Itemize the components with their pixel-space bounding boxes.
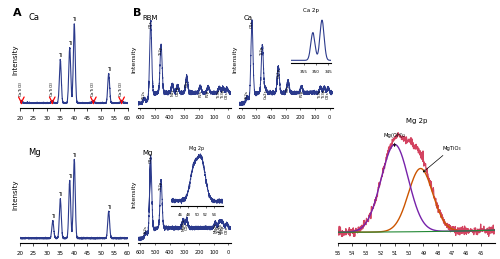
Text: P2p: P2p	[300, 90, 304, 97]
Text: N1s: N1s	[170, 88, 174, 96]
Y-axis label: Intensity: Intensity	[232, 46, 237, 73]
Text: Ti: Ti	[68, 41, 72, 46]
Text: Ti: Ti	[68, 174, 72, 179]
Text: Ti3s: Ti3s	[318, 90, 322, 98]
Text: MgKLL: MgKLL	[181, 218, 185, 231]
Y-axis label: Intensity: Intensity	[131, 181, 136, 208]
Text: Mg(OH)₂: Mg(OH)₂	[384, 133, 406, 146]
Text: CaTiO$_3$: CaTiO$_3$	[18, 81, 25, 97]
Text: Ti: Ti	[106, 67, 111, 72]
Text: O1s: O1s	[148, 20, 152, 28]
Text: Ti2s: Ti2s	[142, 91, 146, 99]
Text: Ti: Ti	[106, 205, 111, 210]
Text: Ti2p: Ti2p	[159, 47, 163, 55]
Text: O2s: O2s	[326, 92, 330, 99]
Text: CaTiO$_3$: CaTiO$_3$	[118, 81, 126, 97]
Y-axis label: Intensity: Intensity	[12, 179, 18, 210]
Y-axis label: Intensity: Intensity	[12, 44, 18, 75]
Text: Mg: Mg	[28, 148, 41, 157]
Y-axis label: Intensity: Intensity	[131, 46, 136, 73]
Text: Mg2s: Mg2s	[214, 223, 218, 233]
Text: Ti3p: Ti3p	[322, 90, 326, 98]
Text: Ti: Ti	[72, 153, 76, 157]
Text: O2s: O2s	[225, 227, 229, 234]
Text: Ti2p: Ti2p	[260, 47, 264, 55]
Text: CaTiO$_3$: CaTiO$_3$	[48, 81, 56, 97]
Text: A: A	[12, 8, 21, 18]
Text: Mg: Mg	[142, 150, 152, 156]
Text: Ti2s: Ti2s	[245, 91, 249, 99]
Text: CaTiO$_3$: CaTiO$_3$	[90, 81, 97, 97]
Text: P2p: P2p	[206, 90, 210, 97]
Text: Ti3s: Ti3s	[217, 90, 221, 98]
Text: C1s: C1s	[286, 85, 290, 92]
Text: Ca: Ca	[244, 15, 252, 21]
Text: O1s: O1s	[148, 155, 152, 163]
Text: Ti3p: Ti3p	[221, 226, 225, 234]
Text: Mg2p: Mg2p	[219, 224, 223, 234]
Text: Ca2s: Ca2s	[264, 90, 268, 99]
Text: Ti3p: Ti3p	[221, 90, 225, 98]
Text: Ca: Ca	[28, 13, 40, 22]
Text: Ti2p: Ti2p	[159, 182, 163, 190]
Text: C1s: C1s	[184, 222, 188, 230]
Text: MgTiO₃: MgTiO₃	[424, 146, 461, 172]
Text: Ti3s: Ti3s	[217, 226, 221, 233]
Text: Ti: Ti	[58, 192, 62, 197]
Title: Mg 2p: Mg 2p	[406, 118, 427, 124]
Text: O2s: O2s	[225, 92, 229, 99]
Text: O1s: O1s	[250, 20, 254, 28]
Text: Ti2s: Ti2s	[144, 227, 148, 234]
Text: C1s: C1s	[184, 80, 188, 87]
Text: Ti: Ti	[58, 53, 62, 58]
Text: Ti: Ti	[50, 214, 55, 219]
Text: P2s: P2s	[198, 91, 202, 97]
Text: RBM: RBM	[142, 15, 158, 21]
Text: Ca2p: Ca2p	[276, 68, 280, 78]
Text: Ca2p: Ca2p	[176, 86, 180, 97]
Text: Ti: Ti	[72, 17, 76, 23]
Text: B: B	[132, 8, 141, 18]
